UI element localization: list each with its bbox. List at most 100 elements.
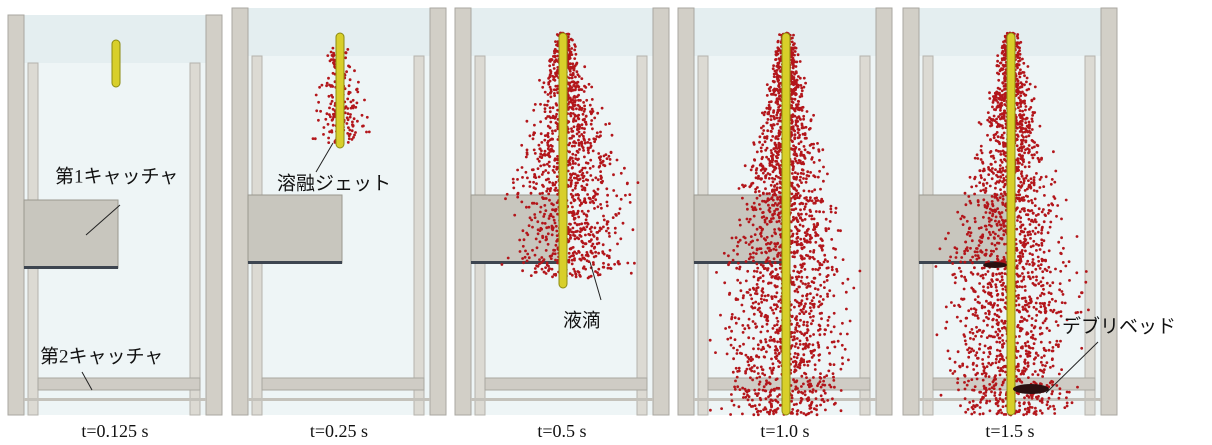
droplet [582,101,585,104]
droplet [1034,356,1037,359]
droplet [812,147,815,150]
droplet [616,243,619,246]
droplet [775,155,778,158]
droplet [772,410,775,413]
droplet [771,135,774,138]
droplet [817,268,820,271]
droplet [795,119,798,122]
droplet [575,119,578,122]
droplet [819,372,822,375]
droplet [581,123,584,126]
droplet [793,252,796,255]
droplet [554,48,557,51]
droplet [791,115,794,118]
droplet [1018,153,1021,156]
droplet [797,185,800,188]
droplet [534,103,537,106]
droplet [526,253,529,256]
droplet [760,169,763,172]
droplet [1039,409,1042,412]
droplet [795,361,798,364]
droplet [802,383,805,386]
droplet [768,106,771,109]
droplet [582,135,585,138]
droplet [812,296,815,299]
droplet [748,327,751,330]
droplet [578,223,581,226]
droplet [790,400,793,403]
droplet [573,199,576,202]
droplet [538,79,541,82]
droplet [777,365,780,368]
droplet [792,216,795,219]
droplet [616,159,619,162]
droplet [586,215,589,218]
droplet [737,317,740,320]
droplet [1022,182,1025,185]
molten-jet [112,40,120,87]
droplet [794,157,797,160]
droplet [602,262,605,265]
droplet [778,142,781,145]
droplet [824,392,827,395]
droplet [808,398,811,401]
droplet [1001,81,1004,84]
droplet [763,299,766,302]
droplet [1019,355,1022,358]
droplet [777,387,780,390]
droplet [956,377,959,380]
droplet [764,149,767,152]
droplet [817,176,820,179]
droplet [809,292,812,295]
droplet [1029,237,1032,240]
droplet [366,116,369,119]
droplet [778,329,781,332]
droplet [802,177,805,180]
droplet [840,409,843,412]
droplet [794,345,797,348]
droplet [577,270,580,273]
droplet [596,131,599,134]
droplet [1002,322,1005,325]
droplet [608,235,611,238]
droplet [1048,349,1051,352]
droplet [577,216,580,219]
droplet [758,383,761,386]
droplet [739,266,742,269]
droplet [947,232,950,235]
droplet [995,286,998,289]
droplet [752,141,755,144]
droplet [1023,396,1026,399]
droplet [1026,89,1029,92]
droplet [553,219,556,222]
droplet [1029,252,1032,255]
droplet [768,209,771,212]
droplet [761,294,764,297]
droplet [779,263,782,266]
droplet [792,187,795,190]
droplet [614,231,617,234]
droplet [970,308,973,311]
droplet [759,410,762,413]
droplet [1040,280,1043,283]
droplet [797,409,800,412]
droplet [791,315,794,318]
droplet [328,95,331,98]
droplet [1075,311,1078,314]
droplet [826,279,829,282]
droplet [709,409,712,412]
droplet [1002,229,1005,232]
droplet [812,388,815,391]
droplet [770,403,773,406]
droplet [637,181,640,184]
droplet [747,324,750,327]
droplet [1031,118,1034,121]
droplet [573,49,576,52]
droplet [756,263,759,266]
droplet [796,243,799,246]
droplet [775,249,778,252]
droplet [540,156,543,159]
droplet [778,61,781,64]
droplet [523,238,526,241]
droplet [576,158,579,161]
